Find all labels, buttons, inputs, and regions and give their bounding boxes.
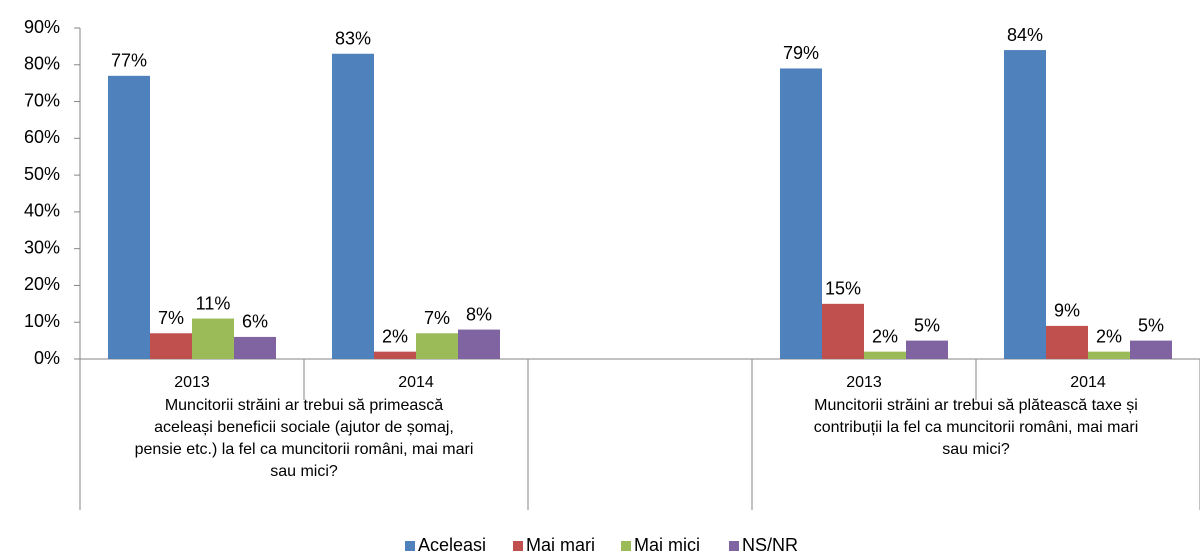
data-label: 79% bbox=[783, 43, 819, 63]
group-label: aceleași beneficii sociale (ajutor de șo… bbox=[154, 419, 454, 436]
x-tick-label: 2013 bbox=[846, 374, 882, 391]
data-label: 5% bbox=[914, 315, 940, 335]
data-label: 84% bbox=[1007, 25, 1043, 45]
legend-label: Aceleasi bbox=[418, 535, 486, 555]
y-tick-label: 10% bbox=[24, 311, 60, 331]
x-tick-label: 2014 bbox=[398, 374, 434, 391]
bar bbox=[458, 329, 500, 359]
bar bbox=[332, 53, 374, 359]
data-label: 5% bbox=[1138, 315, 1164, 335]
group-label: Muncitorii străini ar trebui să primeasc… bbox=[165, 397, 443, 414]
bar bbox=[234, 336, 276, 359]
bar bbox=[906, 340, 948, 359]
bar bbox=[1088, 351, 1130, 359]
data-label: 9% bbox=[1054, 301, 1080, 321]
bar bbox=[864, 351, 906, 359]
bar bbox=[780, 68, 822, 359]
bar bbox=[1046, 325, 1088, 359]
bar bbox=[192, 318, 234, 359]
data-label: 2% bbox=[382, 326, 408, 346]
bar bbox=[150, 333, 192, 359]
bar bbox=[416, 333, 458, 359]
legend-label: NS/NR bbox=[742, 535, 798, 555]
y-tick-label: 20% bbox=[24, 274, 60, 294]
legend-label: Mai mari bbox=[526, 535, 595, 555]
data-label: 77% bbox=[111, 51, 147, 71]
y-tick-label: 70% bbox=[24, 90, 60, 110]
x-tick-label: 2013 bbox=[174, 374, 210, 391]
y-tick-label: 50% bbox=[24, 164, 60, 184]
group-label: sau mici? bbox=[942, 441, 1010, 458]
bar bbox=[822, 303, 864, 359]
bar bbox=[1004, 50, 1046, 360]
data-label: 15% bbox=[825, 279, 861, 299]
data-label: 7% bbox=[424, 308, 450, 328]
data-label: 8% bbox=[466, 304, 492, 324]
y-tick-label: 60% bbox=[24, 127, 60, 147]
group-label: pensie etc.) la fel ca muncitorii români… bbox=[135, 441, 474, 458]
legend-swatch bbox=[513, 541, 523, 551]
data-label: 2% bbox=[1096, 326, 1122, 346]
group-label: contribuții la fel ca muncitorii români,… bbox=[814, 419, 1139, 436]
y-tick-label: 90% bbox=[24, 17, 60, 37]
legend-swatch bbox=[729, 541, 739, 551]
y-tick-label: 0% bbox=[34, 348, 60, 368]
y-tick-label: 30% bbox=[24, 237, 60, 257]
y-tick-label: 80% bbox=[24, 54, 60, 74]
x-tick-label: 2014 bbox=[1070, 374, 1106, 391]
data-label: 11% bbox=[196, 293, 231, 313]
data-label: 83% bbox=[335, 28, 371, 48]
bar bbox=[1130, 340, 1172, 359]
data-label: 7% bbox=[158, 308, 184, 328]
legend-swatch bbox=[621, 541, 631, 551]
legend-label: Mai mici bbox=[634, 535, 700, 555]
legend-swatch bbox=[405, 541, 415, 551]
bar bbox=[108, 75, 150, 360]
y-tick-label: 40% bbox=[24, 201, 60, 221]
data-label: 6% bbox=[242, 312, 268, 332]
data-label: 2% bbox=[872, 326, 898, 346]
group-label: sau mici? bbox=[270, 463, 338, 480]
bar bbox=[374, 351, 416, 359]
group-label: Muncitorii străini ar trebui să plăteasc… bbox=[814, 397, 1138, 414]
